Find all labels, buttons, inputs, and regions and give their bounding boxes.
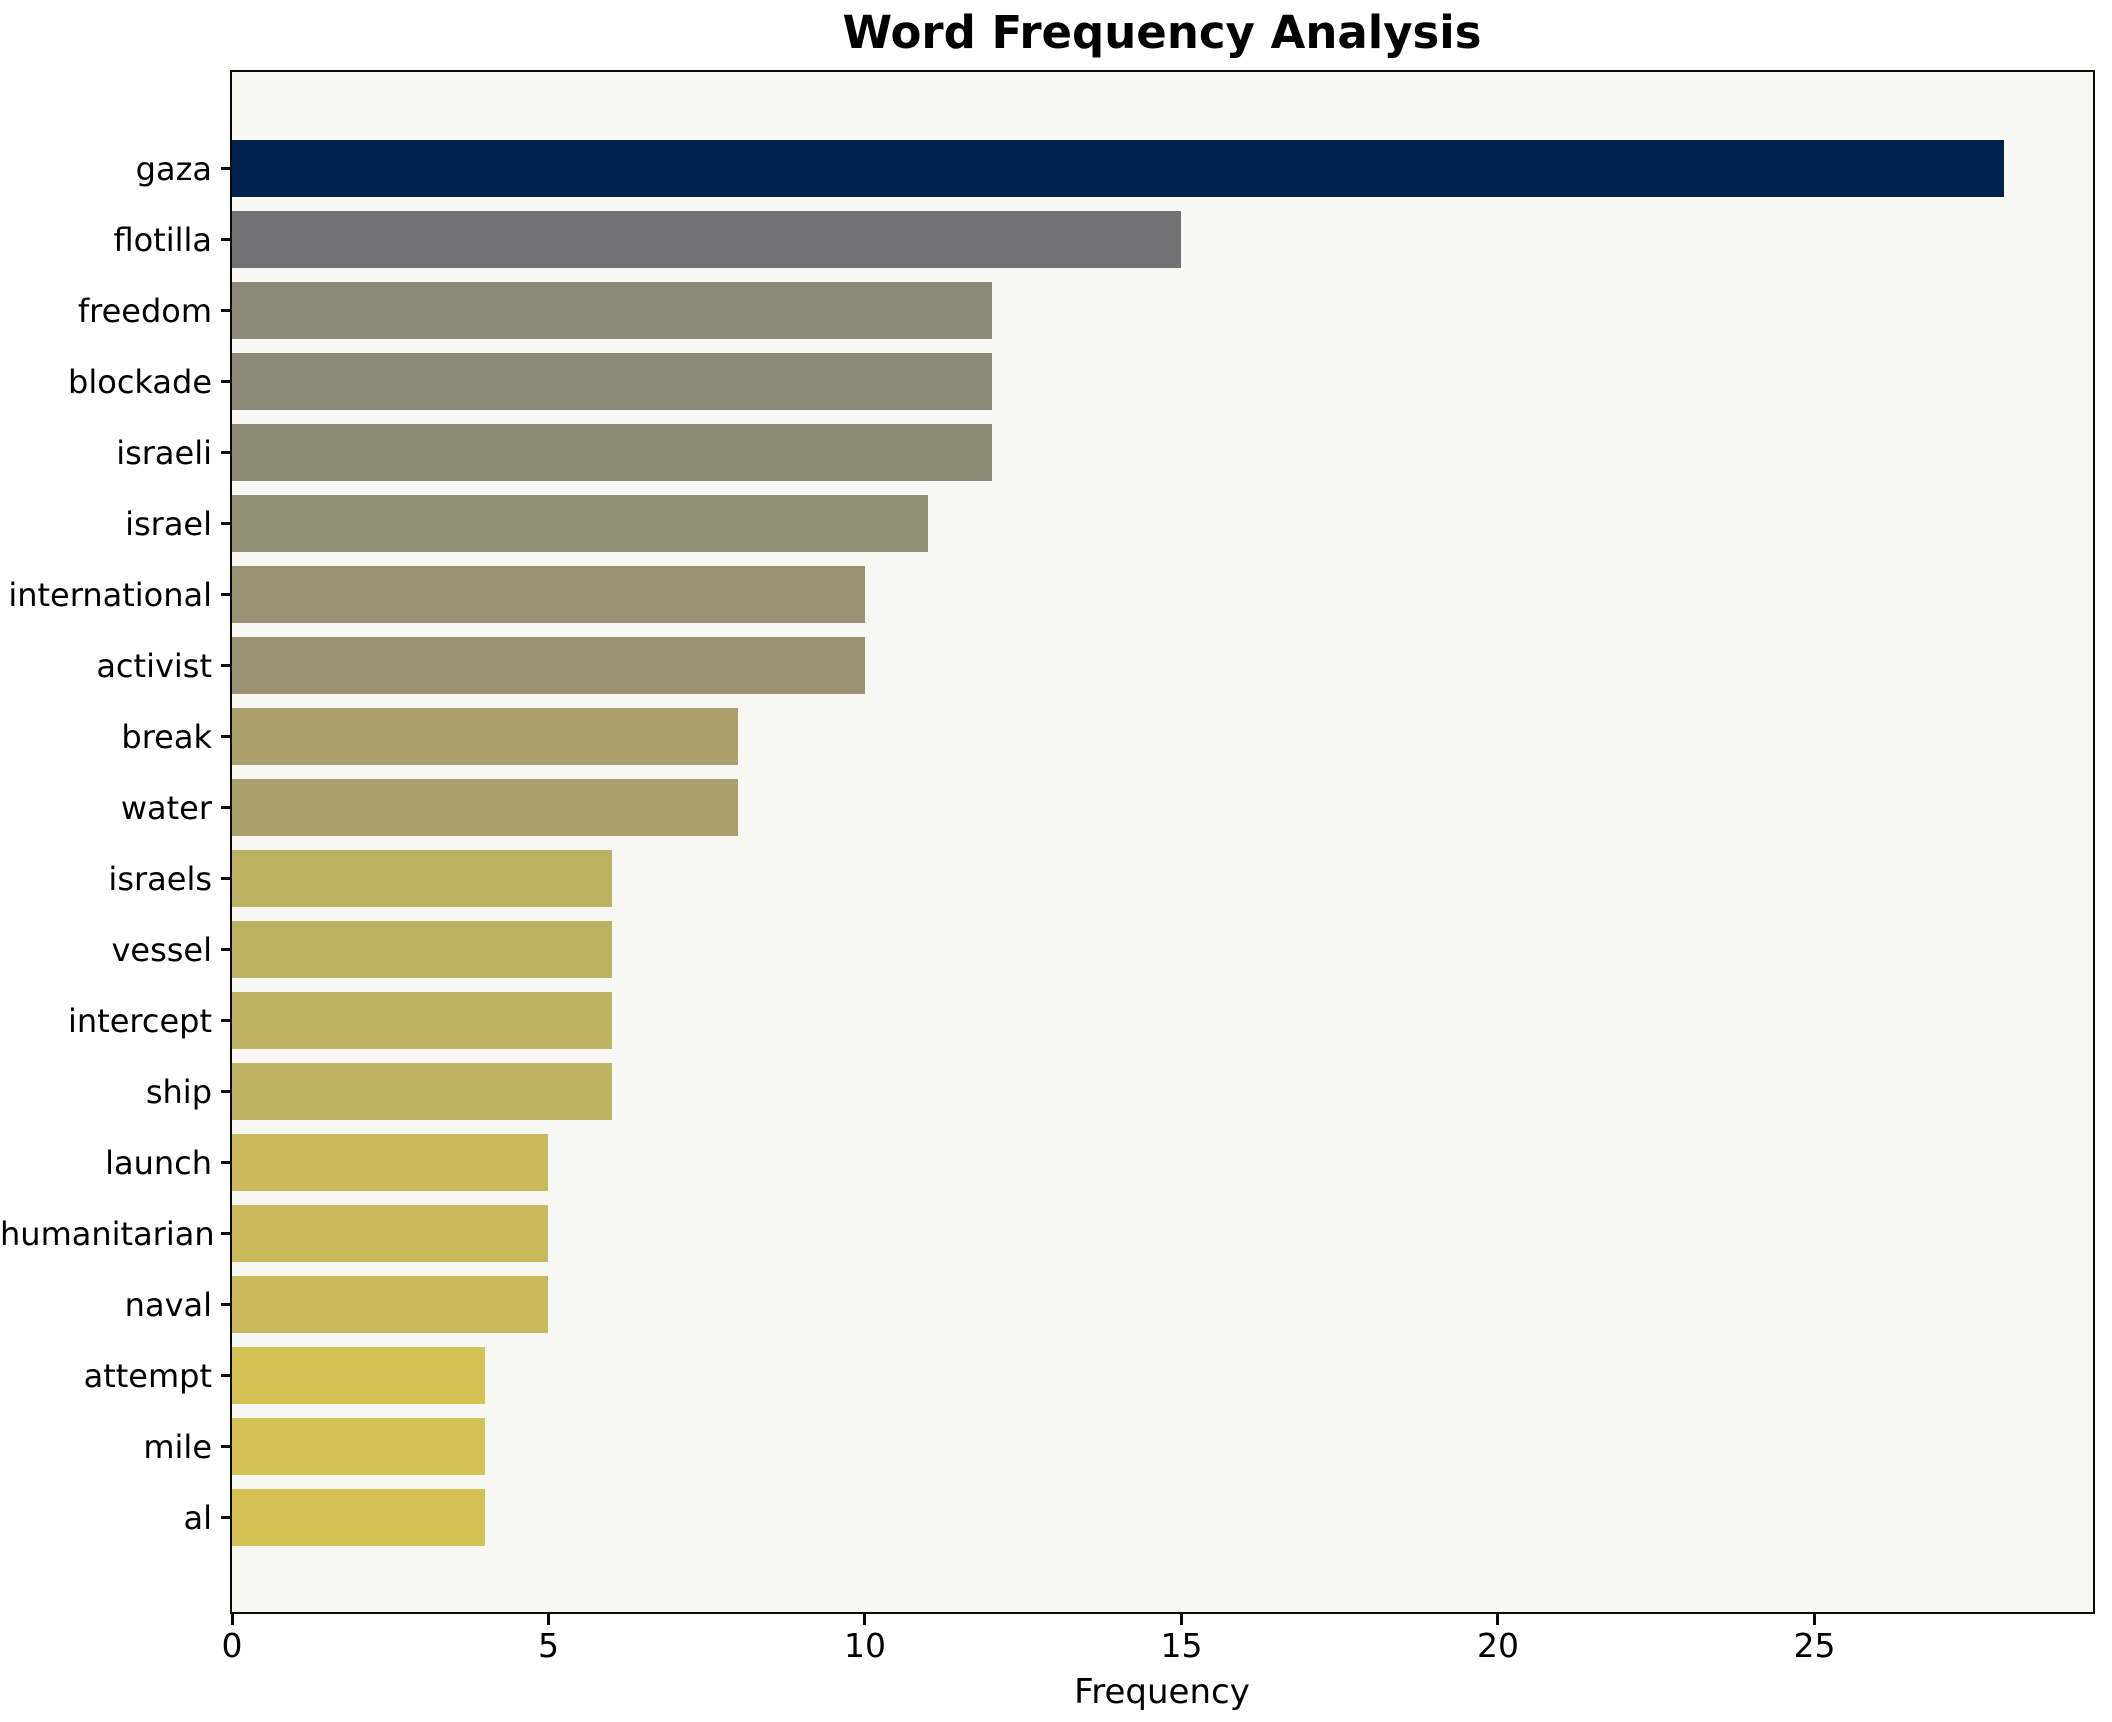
- y-tick-label-attempt: attempt: [83, 1356, 212, 1395]
- y-tick-label-israeli: israeli: [116, 433, 212, 472]
- x-tick-label-20: 20: [1476, 1626, 1519, 1665]
- x-tick-label-25: 25: [1793, 1626, 1836, 1665]
- y-tick-international: [221, 593, 232, 596]
- bar-naval: [232, 1276, 549, 1333]
- y-tick-water: [221, 806, 232, 809]
- bar-israels: [232, 850, 612, 907]
- bar-blockade: [232, 353, 992, 410]
- y-tick-activist: [221, 664, 232, 667]
- x-tick-20: [1496, 1612, 1500, 1625]
- bar-break: [232, 708, 739, 765]
- x-tick-label-15: 15: [1160, 1626, 1203, 1665]
- y-tick-label-activist: activist: [96, 646, 212, 685]
- y-tick-label-freedom: freedom: [77, 291, 212, 330]
- y-tick-ship: [221, 1090, 232, 1093]
- bar-launch: [232, 1134, 549, 1191]
- x-tick-10: [863, 1612, 867, 1625]
- y-tick-label-mile: mile: [143, 1427, 212, 1466]
- bar-freedom: [232, 282, 992, 339]
- y-tick-label-ship: ship: [145, 1072, 212, 1111]
- bar-al: [232, 1489, 486, 1546]
- x-tick-5: [546, 1612, 550, 1625]
- y-tick-israeli: [221, 451, 232, 454]
- chart-title: Word Frequency Analysis: [842, 6, 1482, 59]
- y-tick-label-flotilla: flotilla: [113, 220, 212, 259]
- y-tick-israel: [221, 522, 232, 525]
- y-tick-humanitarian: [221, 1232, 232, 1235]
- x-tick-label-0: 0: [221, 1626, 243, 1665]
- y-tick-launch: [221, 1161, 232, 1164]
- y-tick-blockade: [221, 380, 232, 383]
- x-tick-label-5: 5: [537, 1626, 559, 1665]
- plot-area: [230, 70, 2095, 1614]
- y-tick-naval: [221, 1303, 232, 1306]
- y-tick-label-gaza: gaza: [135, 149, 212, 188]
- bar-gaza: [232, 140, 2005, 197]
- x-axis-label: Frequency: [1074, 1672, 1250, 1712]
- bar-attempt: [232, 1347, 486, 1404]
- bar-mile: [232, 1418, 486, 1475]
- y-tick-label-vessel: vessel: [111, 930, 212, 969]
- bar-israeli: [232, 424, 992, 481]
- y-tick-label-launch: launch: [105, 1143, 212, 1182]
- x-tick-15: [1179, 1612, 1183, 1625]
- bar-vessel: [232, 921, 612, 978]
- y-tick-mile: [221, 1445, 232, 1448]
- bar-water: [232, 779, 739, 836]
- bar-activist: [232, 637, 865, 694]
- y-tick-label-international: international: [8, 575, 212, 614]
- x-tick-0: [230, 1612, 234, 1625]
- x-tick-label-10: 10: [843, 1626, 886, 1665]
- y-tick-flotilla: [221, 238, 232, 241]
- bar-international: [232, 566, 865, 623]
- y-tick-israels: [221, 877, 232, 880]
- y-tick-label-israels: israels: [108, 859, 212, 898]
- y-tick-label-blockade: blockade: [68, 362, 212, 401]
- y-tick-label-israel: israel: [125, 504, 212, 543]
- y-tick-label-intercept: intercept: [68, 1001, 212, 1040]
- bar-humanitarian: [232, 1205, 549, 1262]
- y-tick-freedom: [221, 309, 232, 312]
- bar-ship: [232, 1063, 612, 1120]
- y-tick-label-naval: naval: [124, 1285, 212, 1324]
- y-tick-intercept: [221, 1019, 232, 1022]
- x-tick-25: [1812, 1612, 1816, 1625]
- y-tick-break: [221, 735, 232, 738]
- y-tick-vessel: [221, 948, 232, 951]
- y-tick-label-humanitarian: humanitarian: [0, 1214, 215, 1253]
- bar-israel: [232, 495, 929, 552]
- y-tick-label-al: al: [183, 1498, 213, 1537]
- y-tick-attempt: [221, 1374, 232, 1377]
- y-tick-al: [221, 1516, 232, 1519]
- y-tick-label-water: water: [120, 788, 212, 827]
- y-tick-label-break: break: [121, 717, 212, 756]
- bar-intercept: [232, 992, 612, 1049]
- bar-flotilla: [232, 211, 1182, 268]
- y-tick-gaza: [221, 167, 232, 170]
